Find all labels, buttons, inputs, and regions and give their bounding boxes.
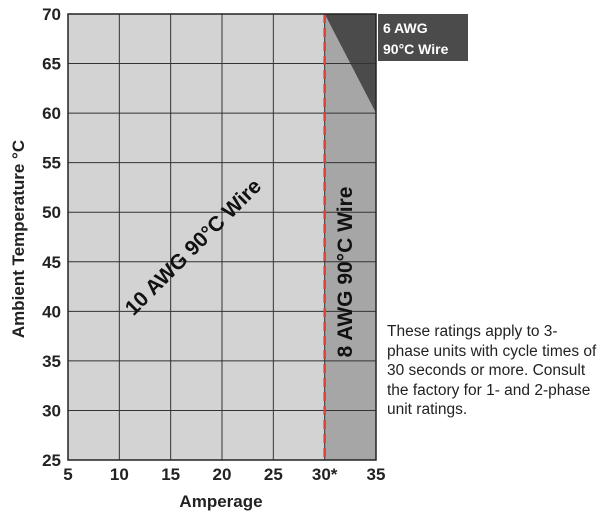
- plot-frame: [67, 13, 377, 461]
- x-tick-label: 10: [110, 465, 129, 484]
- x-tick-label: 15: [161, 465, 180, 484]
- region-label-6-awg-line2: 90°C Wire: [383, 41, 449, 57]
- region-6-awg-label-box: [378, 14, 468, 61]
- tick-labels: 5 10 15 20 25 30* 35 25 30 35 40 45 50 55 60 65 70: [42, 5, 385, 484]
- y-tick-label: 65: [42, 55, 61, 74]
- region-1: [324, 14, 376, 460]
- region-0: [68, 14, 325, 460]
- region-label-8-awg: 8 AWG 90°C Wire: [334, 187, 357, 358]
- y-tick-label: 30: [42, 401, 61, 420]
- y-tick-label: 25: [42, 451, 61, 470]
- y-tick-label: 60: [42, 104, 61, 123]
- region-2: [324, 14, 376, 114]
- y-tick-label: 50: [42, 203, 61, 222]
- x-tick-label: 5: [63, 465, 72, 484]
- x-tick-label: 25: [264, 465, 283, 484]
- wire-regions: [68, 14, 376, 460]
- x-tick-label: 30*: [312, 465, 338, 484]
- x-tick-label: 35: [367, 465, 386, 484]
- y-tick-label: 55: [42, 154, 61, 173]
- y-tick-label: 45: [42, 253, 61, 272]
- y-tick-label: 40: [42, 302, 61, 321]
- y-tick-label: 35: [42, 352, 61, 371]
- ratings-note: These ratings apply to 3-phase units wit…: [387, 323, 597, 418]
- x-tick-label: 20: [213, 465, 232, 484]
- region-label-6-awg-line1: 6 AWG: [383, 20, 428, 36]
- x-axis-label: Amperage: [179, 492, 262, 511]
- y-axis-label: Ambient Temperature °C: [9, 140, 28, 338]
- y-tick-label: 70: [42, 5, 61, 24]
